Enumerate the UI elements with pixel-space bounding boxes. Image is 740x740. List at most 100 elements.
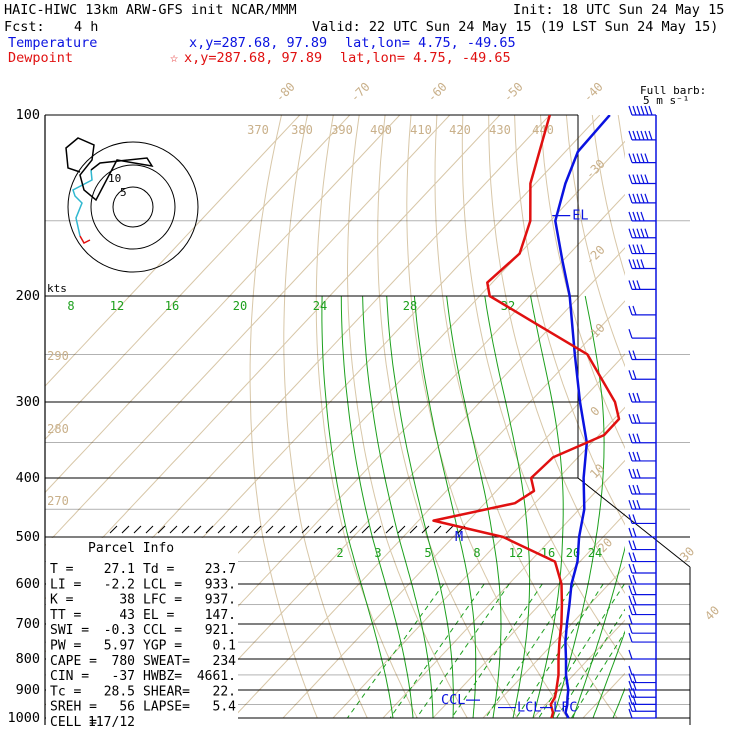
dry-adiabat-line [540, 115, 625, 450]
barb-flag [628, 614, 633, 625]
freezing-level-hatch [121, 525, 130, 534]
dry-adiabat-line [696, 115, 740, 718]
hodograph-ring-label: 10 [108, 172, 121, 185]
barb-flag [636, 228, 641, 238]
parcel-key: CELL = [50, 715, 97, 730]
wind-barb [628, 328, 656, 339]
barb-flag [632, 563, 637, 574]
barb-flag [632, 433, 637, 443]
parcel-key: Tc = [50, 684, 81, 699]
mixing-ratio-label: 12 [509, 546, 523, 560]
dry-adiabats [249, 115, 740, 719]
parcel-value: 56 [119, 700, 135, 715]
parcel-value: 0.1 [213, 639, 236, 654]
forecast-label: Fcst: [4, 19, 45, 35]
barb-flag [628, 499, 633, 510]
barb-flag [640, 193, 645, 204]
freezing-level-hatch [205, 525, 214, 534]
temperature-label: -80 [273, 80, 298, 105]
barb-flag [632, 468, 637, 479]
barb-flag [632, 484, 637, 495]
dry-adiabat-line [565, 115, 625, 368]
hodograph-ring [112, 186, 154, 228]
legend-temperature-coords: x,y=287.68, 97.89 [189, 35, 327, 51]
wind-barb [628, 527, 656, 538]
barb-flag [628, 413, 633, 424]
barb-flag [628, 433, 633, 443]
freezing-level-hatch [373, 525, 382, 534]
barb-flag [628, 702, 633, 712]
temperature-label: -60 [425, 80, 450, 105]
moist-adiabat-label: 28 [403, 299, 417, 313]
barb-flag [632, 499, 637, 510]
lcl-label: LCL [517, 700, 541, 716]
barb-flag [628, 649, 633, 660]
wind-barb [628, 563, 656, 574]
temperature-label: 40 [702, 603, 722, 623]
wind-barb [628, 211, 656, 222]
barb-flag [644, 228, 649, 238]
freezing-level-hatch [385, 525, 394, 534]
barb-flag [628, 605, 633, 615]
temperature-label: -30 [583, 157, 608, 182]
barb-flag [632, 244, 637, 254]
barb-flag [632, 585, 637, 595]
pressure-label: 500 [16, 529, 40, 545]
barb-flag [632, 673, 637, 683]
wind-barb [628, 673, 656, 684]
barb-flag [628, 708, 633, 719]
wind-barb [628, 468, 656, 479]
hodograph-ring-label: 5 [120, 186, 127, 199]
wind-barb [628, 130, 656, 141]
legend-temperature-latlon: lat,lon= 4.75, -49.65 [345, 35, 516, 51]
barb-flag [632, 105, 637, 116]
barb-flag [640, 105, 645, 116]
parcel-key: SWI = [50, 623, 89, 638]
barb-flag [632, 280, 637, 290]
barb-flag [640, 174, 645, 184]
barb-flag [628, 130, 633, 141]
pressure-label: 400 [16, 470, 40, 486]
wind-barb [628, 350, 656, 361]
barb-flag [632, 392, 637, 403]
barb-flag [628, 540, 633, 550]
wind-barb [628, 552, 656, 563]
barb-flag [648, 105, 653, 116]
mixing-ratio-line [389, 583, 485, 719]
barb-flag [632, 540, 637, 550]
barb-flag [632, 680, 637, 691]
barb-flag [628, 228, 633, 238]
barb-flag [636, 280, 641, 290]
parcel-key: CCL = [143, 623, 182, 638]
moist-adiabat-label: 12 [110, 299, 124, 313]
wind-barb [628, 695, 656, 705]
mixing-ratio-label: 8 [473, 546, 480, 560]
barb-flag [628, 514, 633, 524]
legend-dewpoint-label: Dewpoint [8, 50, 73, 66]
isotherm-line [683, 115, 740, 718]
freezing-level-hatch [421, 525, 430, 534]
parcel-key: SREH = [50, 700, 97, 715]
pressure-label: 100 [16, 107, 40, 123]
barb-flag [632, 228, 637, 238]
barb-flag [632, 702, 637, 712]
parcel-value: 5.97 [104, 639, 135, 654]
freezing-level-hatch [301, 525, 310, 534]
isotherm-line [282, 353, 625, 719]
temperature-label: 30 [677, 544, 697, 564]
wind-barb [628, 665, 656, 676]
barb-scale-line2: 5 m s⁻¹ [643, 94, 689, 107]
barb-flag [628, 259, 633, 269]
parcel-key: PW = [50, 639, 81, 654]
ccl-label: CCL [441, 692, 465, 708]
chart-title: HAIC-HIWC 13km ARW-GFS init NCAR/MMM [4, 2, 297, 18]
wind-barb [628, 259, 656, 270]
barb-flag [628, 174, 633, 184]
freezing-level-hatch [397, 525, 406, 534]
freezing-level-hatch [145, 525, 154, 534]
freezing-level-hatch [133, 525, 142, 534]
parcel-key: YGP = [143, 639, 182, 654]
parcel-value: 117/12 [88, 715, 135, 730]
pressure-label: 800 [16, 651, 40, 667]
